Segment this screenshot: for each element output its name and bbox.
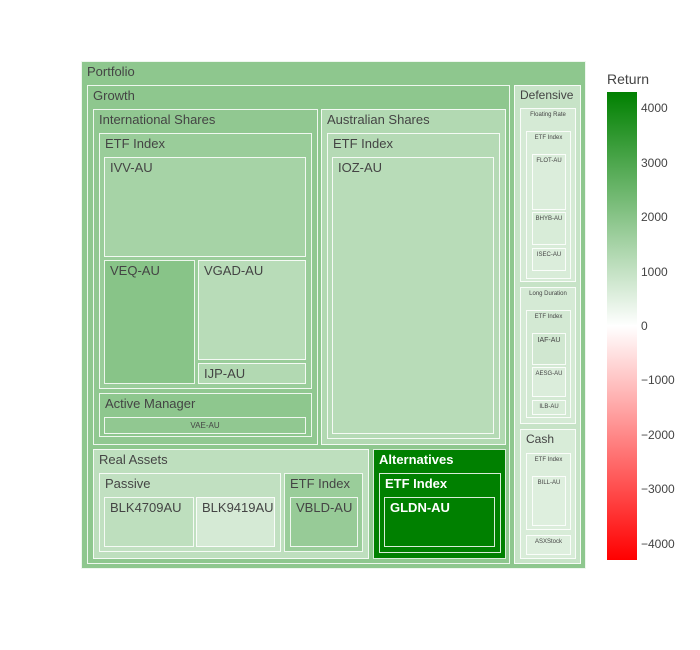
treemap-node-label: Portfolio [87, 64, 135, 79]
treemap-node-label: ILB-AU [539, 404, 559, 410]
treemap-node-flot-au[interactable]: FLOT-AU [532, 154, 566, 210]
treemap-node-label: IAF-AU [537, 337, 561, 344]
treemap-node-label: Australian Shares [327, 112, 430, 127]
treemap-node-label: ETF Index [290, 476, 350, 491]
treemap-node-label: FLOT-AU [536, 158, 562, 164]
treemap-node-label: ETF Index [534, 457, 563, 463]
treemap-node-label: ETF Index [385, 476, 448, 491]
treemap-node-ivv-au[interactable]: IVV-AU [104, 157, 306, 257]
colorbar-tick-label: −2000 [641, 427, 675, 442]
treemap-node-label: VAE-AU [190, 421, 220, 430]
treemap-node-vbld-au[interactable]: VBLD-AU [290, 497, 358, 547]
colorbar-tick-label: −3000 [641, 482, 675, 497]
treemap-node-label: Real Assets [99, 452, 168, 467]
treemap-node-label: Long Duration [529, 291, 567, 297]
treemap-node-label: ETF Index [534, 135, 563, 141]
treemap-node-bhyb-au[interactable]: BHYB-AU [532, 212, 566, 245]
treemap-node-label: VEQ-AU [110, 263, 160, 278]
colorbar-tick-label: −4000 [641, 536, 675, 551]
treemap-node-label: International Shares [99, 112, 216, 127]
colorbar-tick-label: 4000 [641, 101, 668, 116]
treemap-node-isec-au[interactable]: ISEC-AU [532, 248, 566, 271]
treemap-node-asxstock[interactable]: ASXStock [526, 535, 571, 555]
treemap-node-label: ASXStock [534, 539, 563, 545]
treemap-node-label: ETF Index [534, 314, 563, 320]
treemap-node-label: Growth [93, 88, 135, 103]
treemap-node-label: ISEC-AU [536, 252, 562, 258]
treemap-node-label: AESG-AU [535, 371, 563, 377]
colorbar-tick-label: 2000 [641, 210, 668, 225]
treemap-node-label: BHYB-AU [535, 216, 563, 222]
treemap-node-ilb-au[interactable]: ILB-AU [532, 400, 566, 415]
treemap-node-vgad-au[interactable]: VGAD-AU [198, 260, 306, 360]
treemap-node-label: IJP-AU [204, 366, 246, 381]
colorbar [607, 92, 637, 560]
treemap-node-label: Passive [105, 476, 151, 491]
colorbar-title: Return [607, 71, 650, 87]
treemap-node-label: IVV-AU [110, 160, 153, 175]
treemap-node-label: IOZ-AU [338, 160, 383, 175]
colorbar-tick-label: 3000 [641, 155, 668, 170]
treemap-node-label: VGAD-AU [204, 263, 264, 278]
colorbar-tick-label: −1000 [641, 373, 675, 388]
treemap-node-bill-au[interactable]: BILL-AU [532, 476, 566, 526]
treemap-node-blk4709au[interactable]: BLK4709AU [104, 497, 194, 547]
treemap-node-veq-au[interactable]: VEQ-AU [104, 260, 195, 384]
treemap-node-label: VBLD-AU [296, 500, 353, 515]
treemap-node-label: GLDN-AU [390, 500, 450, 515]
treemap-node-label: BLK9419AU [202, 500, 274, 515]
treemap-node-label: BILL-AU [537, 480, 561, 486]
treemap-node-vae-au[interactable]: VAE-AU [104, 417, 306, 434]
treemap-node-gldn-au[interactable]: GLDN-AU [384, 497, 495, 547]
treemap-node-label: Cash [526, 432, 555, 446]
treemap-node-iaf-au[interactable]: IAF-AU [532, 333, 566, 365]
treemap-node-label: Defensive [520, 88, 574, 102]
treemap-node-label: Floating Rate [530, 112, 566, 118]
treemap-node-label: Active Manager [105, 396, 196, 411]
colorbar-tick-label: 1000 [641, 264, 668, 279]
colorbar-tick-label: 0 [641, 319, 648, 333]
treemap-node-label: ETF Index [105, 136, 165, 151]
treemap-node-label: Alternatives [379, 452, 454, 467]
treemap-node-ijp-au[interactable]: IJP-AU [198, 363, 306, 384]
treemap-node-label: BLK4709AU [110, 500, 182, 515]
treemap-node-aesg-au[interactable]: AESG-AU [532, 367, 566, 397]
treemap-node-ioz-au[interactable]: IOZ-AU [332, 157, 494, 434]
treemap-node-blk9419au[interactable]: BLK9419AU [196, 497, 275, 547]
treemap-node-label: ETF Index [333, 136, 393, 151]
